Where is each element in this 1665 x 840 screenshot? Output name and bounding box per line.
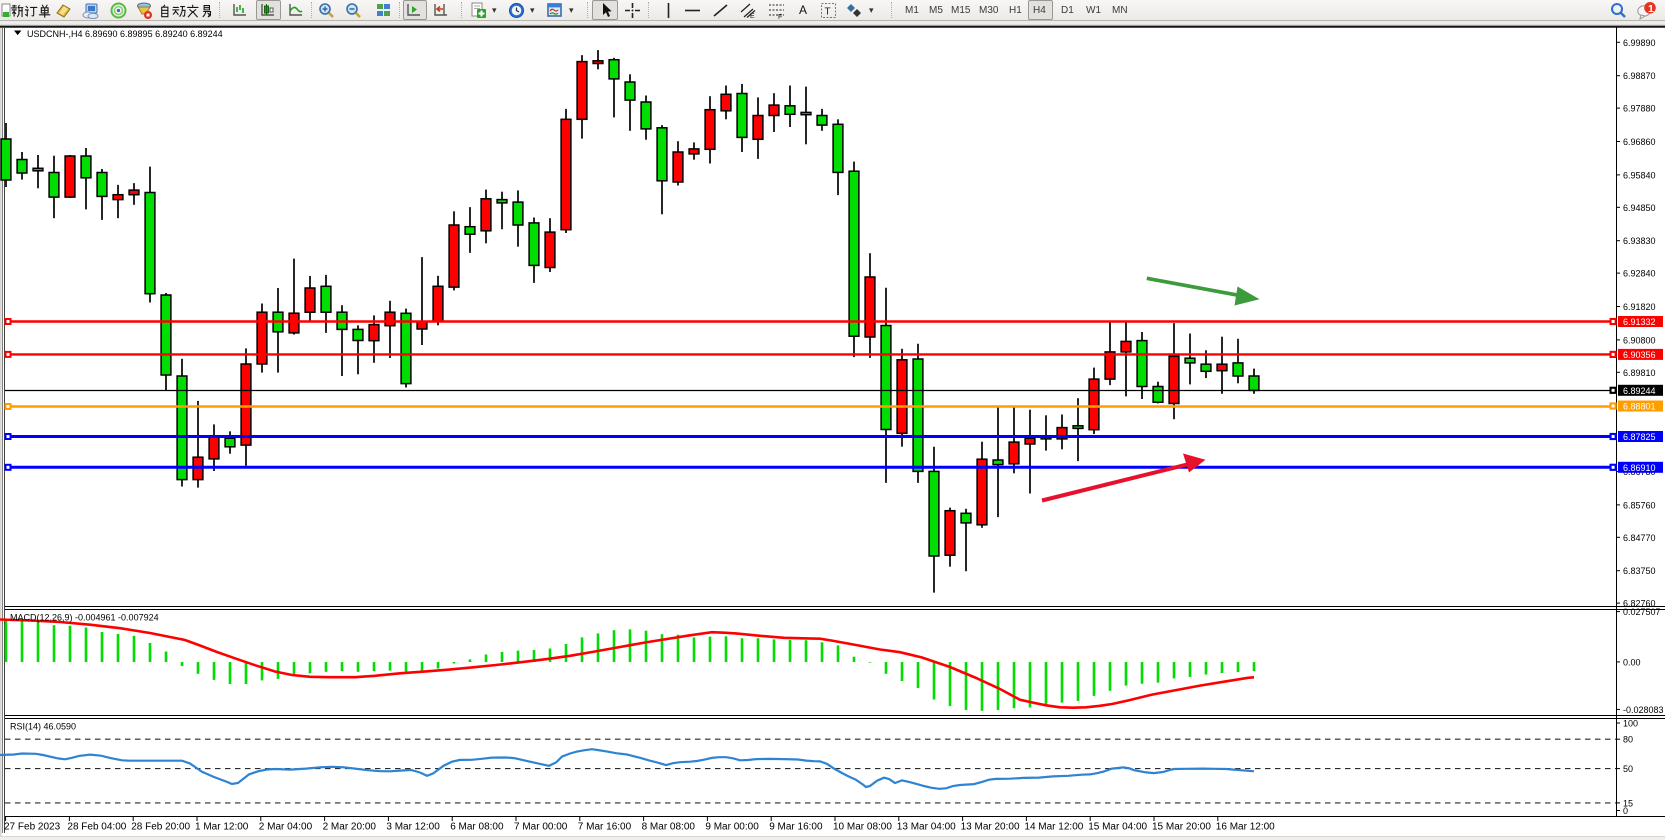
svg-text:F: F [778, 14, 782, 19]
svg-text:6.97880: 6.97880 [1623, 104, 1656, 114]
svg-text:6.92840: 6.92840 [1623, 269, 1656, 279]
svg-text:USDCNH-,H4 6.89690 6.89895 6.: USDCNH-,H4 6.89690 6.89895 6.89240 6.892… [27, 29, 223, 39]
svg-text:6.96860: 6.96860 [1623, 137, 1656, 147]
svg-text:6.94850: 6.94850 [1623, 203, 1656, 213]
svg-text:6.82760: 6.82760 [1623, 599, 1656, 609]
svg-text:6.89810: 6.89810 [1623, 368, 1656, 378]
svg-text:13 Mar 20:00: 13 Mar 20:00 [961, 822, 1020, 833]
svg-text:28 Feb 20:00: 28 Feb 20:00 [131, 822, 190, 833]
svg-text:80: 80 [1623, 735, 1633, 745]
svg-text:6 Mar 08:00: 6 Mar 08:00 [450, 822, 504, 833]
svg-text:6.84770: 6.84770 [1623, 533, 1656, 543]
svg-text:6.85760: 6.85760 [1623, 500, 1656, 510]
svg-text:2 Mar 20:00: 2 Mar 20:00 [323, 822, 377, 833]
svg-text:0.027507: 0.027507 [1623, 607, 1661, 617]
svg-text:6.83750: 6.83750 [1623, 566, 1656, 576]
svg-text:6.99890: 6.99890 [1623, 38, 1656, 48]
svg-text:6.90800: 6.90800 [1623, 335, 1656, 345]
svg-text:50: 50 [1623, 764, 1633, 774]
svg-text:3 Mar 12:00: 3 Mar 12:00 [386, 822, 440, 833]
svg-text:E: E [750, 13, 755, 19]
svg-text:6.98870: 6.98870 [1623, 71, 1656, 81]
svg-text:6.89244: 6.89244 [1623, 386, 1656, 396]
svg-text:-0.028083: -0.028083 [1623, 705, 1664, 715]
svg-text:16 Mar 12:00: 16 Mar 12:00 [1216, 822, 1275, 833]
svg-text:0.00: 0.00 [1623, 657, 1641, 667]
svg-text:MACD(12,26,9) -0.004961 -0.007: MACD(12,26,9) -0.004961 -0.007924 [10, 613, 159, 623]
svg-text:14 Mar 12:00: 14 Mar 12:00 [1024, 822, 1083, 833]
svg-text:6.87825: 6.87825 [1623, 432, 1656, 442]
svg-text:6.86910: 6.86910 [1623, 463, 1656, 473]
svg-text:RSI(14) 46.0590: RSI(14) 46.0590 [10, 722, 76, 732]
svg-text:6.91332: 6.91332 [1623, 317, 1656, 327]
svg-text:15 Mar 04:00: 15 Mar 04:00 [1088, 822, 1147, 833]
svg-text:7 Mar 16:00: 7 Mar 16:00 [578, 822, 632, 833]
svg-text:6.88801: 6.88801 [1623, 402, 1656, 412]
svg-text:6.93830: 6.93830 [1623, 236, 1656, 246]
svg-text:6.95840: 6.95840 [1623, 170, 1656, 180]
svg-text:T: T [825, 7, 831, 18]
svg-text:0: 0 [1623, 806, 1628, 816]
svg-text:8 Mar 08:00: 8 Mar 08:00 [642, 822, 696, 833]
svg-text:1 Mar 12:00: 1 Mar 12:00 [195, 822, 249, 833]
svg-text:13 Mar 04:00: 13 Mar 04:00 [897, 822, 956, 833]
svg-text:9 Mar 16:00: 9 Mar 16:00 [769, 822, 823, 833]
svg-text:6.91820: 6.91820 [1623, 302, 1656, 312]
svg-text:6.90356: 6.90356 [1623, 350, 1656, 360]
svg-text:15: 15 [1623, 798, 1633, 808]
svg-text:100: 100 [1623, 719, 1638, 729]
svg-text:27 Feb 2023: 27 Feb 2023 [4, 822, 61, 833]
svg-text:9 Mar 00:00: 9 Mar 00:00 [705, 822, 759, 833]
svg-text:1: 1 [1648, 3, 1654, 15]
svg-text:2 Mar 04:00: 2 Mar 04:00 [259, 822, 313, 833]
svg-text:15 Mar 20:00: 15 Mar 20:00 [1152, 822, 1211, 833]
svg-text:7 Mar 00:00: 7 Mar 00:00 [514, 822, 568, 833]
svg-text:28 Feb 04:00: 28 Feb 04:00 [67, 822, 126, 833]
svg-text:10 Mar 08:00: 10 Mar 08:00 [833, 822, 892, 833]
